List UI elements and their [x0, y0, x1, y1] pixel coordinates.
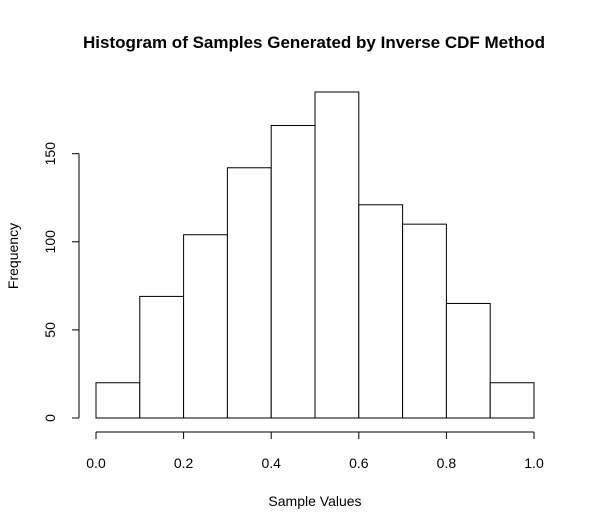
- y-tick-label-1: 50: [42, 322, 58, 338]
- histogram-bar-3: [226, 167, 272, 419]
- x-tick-label-1: 0.2: [174, 455, 194, 471]
- histogram-bar-9: [489, 382, 535, 419]
- histogram-bar-2: [183, 234, 228, 419]
- x-tick-label-2: 0.4: [261, 455, 281, 471]
- histogram-bar-1: [139, 295, 185, 419]
- bars-group: [95, 91, 535, 419]
- y-tick-label-3: 150: [42, 142, 58, 166]
- y-tick-label-0: 0: [42, 414, 58, 422]
- histogram-bar-4: [270, 124, 316, 419]
- x-tick-label-4: 0.8: [437, 455, 457, 471]
- y-axis: 0 50 100 150: [42, 142, 80, 422]
- x-tick-label-5: 1.0: [524, 455, 544, 471]
- histogram-bar-0: [95, 382, 141, 419]
- x-tick-label-0: 0.0: [86, 455, 106, 471]
- histogram-bar-8: [445, 302, 491, 419]
- x-tick-label-3: 0.6: [349, 455, 369, 471]
- histogram-bar-7: [402, 223, 447, 419]
- y-tick-label-2: 100: [42, 230, 58, 254]
- histogram-bar-6: [358, 204, 404, 419]
- chart-title: Histogram of Samples Generated by Invers…: [83, 33, 545, 52]
- histogram-bar-5: [314, 91, 360, 419]
- y-axis-label: Frequency: [5, 223, 21, 289]
- x-axis-label: Sample Values: [268, 493, 361, 509]
- x-axis: 0.0 0.2 0.4 0.6 0.8 1.0: [86, 431, 544, 471]
